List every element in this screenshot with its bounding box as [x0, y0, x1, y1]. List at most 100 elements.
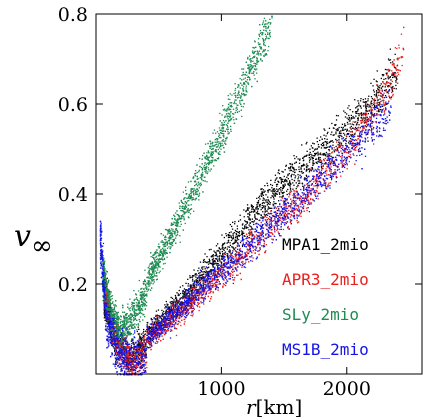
data-point — [275, 202, 277, 205]
data-point — [289, 206, 292, 208]
data-point — [303, 210, 305, 212]
data-point — [296, 186, 298, 188]
data-point — [216, 258, 218, 260]
data-point — [246, 240, 248, 242]
data-point — [390, 98, 392, 100]
data-point — [160, 317, 163, 320]
data-point — [120, 343, 122, 345]
data-point — [178, 289, 180, 292]
data-point — [192, 283, 194, 285]
data-point — [240, 264, 242, 266]
data-point — [267, 196, 269, 198]
data-point — [327, 166, 329, 168]
data-point — [121, 358, 123, 360]
data-point — [191, 310, 193, 313]
data-point — [358, 129, 360, 132]
data-point — [340, 144, 343, 146]
data-point — [362, 114, 364, 116]
data-point — [295, 161, 297, 164]
data-point — [352, 133, 354, 136]
data-point — [351, 144, 353, 146]
data-point — [110, 316, 112, 318]
data-point — [340, 162, 342, 164]
data-point — [172, 306, 175, 308]
data-point — [335, 131, 337, 133]
data-point — [321, 160, 323, 162]
data-point — [371, 113, 373, 116]
data-point — [131, 352, 133, 354]
data-point — [256, 201, 258, 204]
data-point — [245, 221, 247, 223]
data-point — [254, 210, 256, 212]
data-point — [379, 101, 381, 103]
data-point — [400, 57, 403, 59]
data-point — [183, 288, 186, 290]
data-point — [279, 189, 282, 191]
data-point — [153, 334, 156, 337]
data-point — [279, 228, 281, 231]
data-point — [169, 301, 171, 303]
data-point — [306, 167, 308, 169]
data-point — [317, 159, 320, 161]
data-point — [150, 330, 152, 332]
data-point — [148, 331, 150, 334]
data-point — [330, 155, 332, 157]
data-point — [230, 254, 232, 256]
data-point — [146, 324, 148, 326]
data-point — [340, 142, 343, 144]
data-point — [376, 70, 378, 72]
data-point — [354, 148, 356, 150]
data-point — [143, 351, 146, 353]
data-point — [169, 315, 172, 317]
data-point — [375, 122, 377, 124]
data-point — [363, 101, 366, 103]
data-point — [317, 151, 319, 153]
data-point — [189, 301, 191, 303]
data-point — [380, 100, 382, 102]
data-point — [253, 223, 255, 226]
data-point — [222, 255, 224, 257]
data-point — [185, 293, 187, 295]
data-point — [270, 232, 272, 234]
data-point — [170, 296, 172, 299]
data-point — [252, 247, 254, 249]
data-point — [245, 254, 248, 256]
data-point — [320, 174, 323, 177]
data-point — [200, 278, 202, 280]
data-point — [276, 191, 278, 193]
data-point — [371, 125, 373, 127]
data-point — [219, 253, 221, 255]
data-point — [377, 104, 379, 106]
data-point — [291, 209, 293, 211]
data-point — [380, 92, 382, 94]
data-point — [264, 210, 266, 212]
data-point — [198, 302, 200, 304]
data-point — [314, 153, 317, 156]
data-point — [205, 284, 208, 287]
data-point — [239, 214, 241, 216]
data-point — [183, 291, 185, 293]
data-point — [238, 262, 240, 264]
data-point — [363, 121, 365, 123]
data-point — [353, 148, 355, 151]
data-point — [357, 138, 359, 140]
data-point — [227, 233, 229, 236]
data-point — [226, 278, 228, 281]
data-point — [291, 173, 293, 176]
data-point — [205, 273, 207, 276]
data-point — [176, 316, 178, 318]
data-point — [278, 200, 280, 202]
data-point — [287, 226, 289, 228]
data-point — [376, 84, 379, 86]
data-point — [154, 330, 156, 332]
data-point — [365, 121, 367, 123]
data-point — [271, 220, 273, 222]
data-point — [204, 275, 207, 277]
data-point — [320, 147, 323, 149]
data-point — [281, 180, 283, 183]
data-point — [244, 235, 246, 237]
data-point — [239, 272, 241, 275]
data-point — [349, 137, 352, 140]
data-point — [252, 250, 254, 252]
data-point — [213, 263, 215, 265]
